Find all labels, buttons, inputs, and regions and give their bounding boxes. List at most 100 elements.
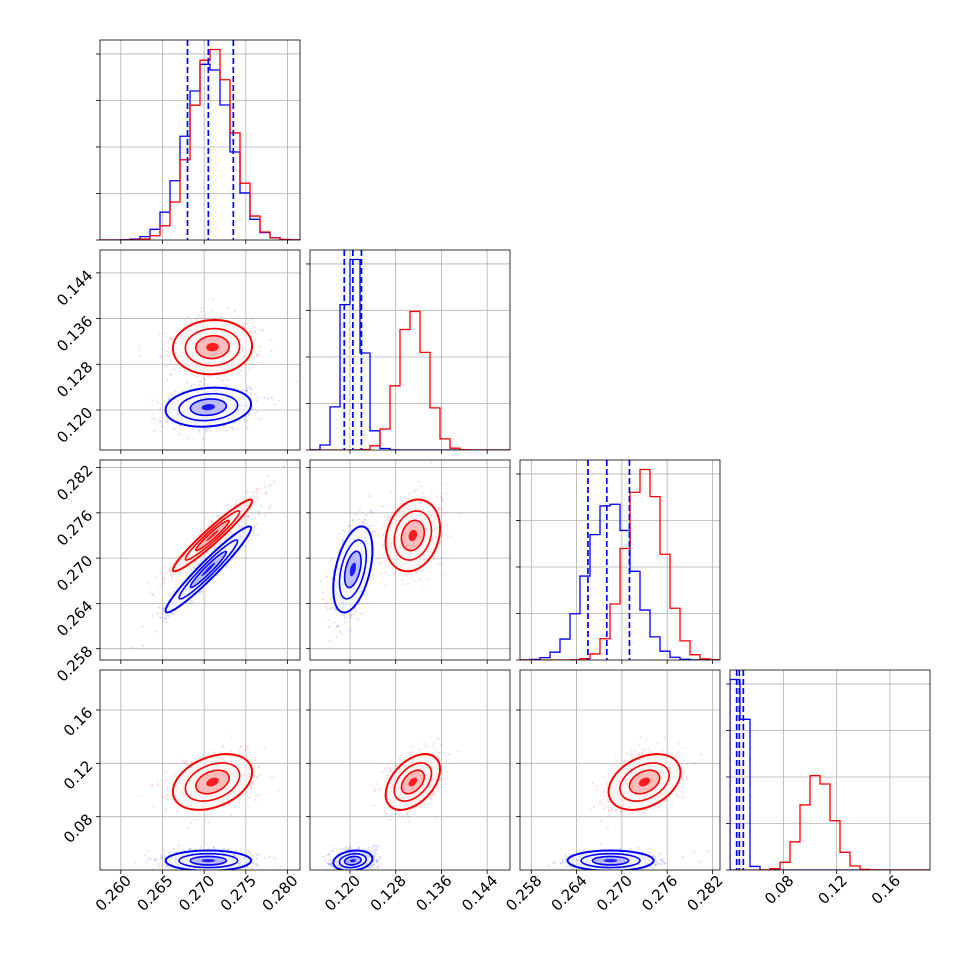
scatter-point [146,873,148,875]
density-fill [190,551,227,588]
scatter-point [357,602,361,605]
scatter-point [400,502,403,505]
scatter-point [432,557,435,561]
scatter-point [161,576,164,580]
scatter-point [349,529,352,532]
scatter-point [353,613,356,616]
scatter-point [259,505,263,508]
scatter-point [258,853,261,856]
scatter-point [351,519,354,522]
scatter-point [260,361,263,364]
contour-series-b [206,529,219,542]
scatter-point [164,421,168,424]
scatter-point [196,563,199,566]
scatter-point [138,355,141,358]
scatter-point [260,328,263,331]
scatter-point [223,425,226,428]
scatter-point [164,617,167,620]
scatter-point [156,400,159,403]
scatter-point [329,607,332,610]
scatter-point [251,861,255,864]
scatter-point [161,607,164,610]
scatter-point [245,389,249,393]
scatter-point [255,488,258,491]
scatter-point [368,495,371,498]
scatter-point [163,616,166,619]
scatter-point [169,572,173,576]
scatter-point [204,378,207,381]
panel-body [130,465,285,649]
scatter-point [253,525,257,528]
scatter-point [195,375,198,378]
scatter-point [206,551,209,554]
scatter-point [178,571,181,574]
scatter-point [219,315,223,319]
scatter-point [358,508,361,512]
scatter-point [170,354,173,357]
scatter-point [189,848,192,851]
scatter-point [191,871,193,873]
scatter-point [277,789,280,792]
scatter-point [255,857,259,860]
scatter-point [246,387,249,390]
scatter-point [169,566,172,569]
scatter-point [196,874,198,876]
scatter-point [171,573,175,576]
scatter-point [384,571,387,574]
scatter-point [162,856,165,860]
histogram-series-b [520,468,720,660]
scatter-point [212,846,215,850]
scatter-point [172,590,176,593]
scatter-point [216,376,219,380]
scatter-point [337,551,340,554]
panel-body [101,734,282,876]
scatter-point [441,499,444,503]
scatter-point [188,565,191,568]
scatter-point [268,506,271,510]
scatter-point [247,514,250,517]
scatter-point [233,309,237,313]
scatter-point [176,363,179,366]
scatter-point [249,331,252,334]
scatter-point [175,556,178,559]
scatter-point [348,524,352,527]
scatter-point [182,759,185,762]
scatter-point [349,629,352,632]
scatter-point [230,530,233,533]
density-fill [190,398,227,416]
scatter-point [446,523,449,526]
scatter-point [251,854,254,857]
scatter-point [226,848,229,851]
scatter-point [251,780,254,784]
scatter-point [264,856,267,859]
scatter-point [253,770,256,773]
scatter-point [183,761,186,764]
scatter-point [362,593,365,597]
scatter-point [418,577,421,581]
scatter-point [146,860,149,863]
scatter-point [326,608,329,611]
scatter-point [335,636,338,639]
scatter-point [269,484,272,487]
scatter-point [167,398,171,401]
scatter-point [252,494,255,498]
y-tick-label: 0.270 [53,552,96,595]
contour-series-a [201,404,216,411]
scatter-point [439,536,442,539]
scatter-point [182,849,185,852]
scatter-point [229,803,232,806]
scatter-point [162,848,165,852]
scatter-point [380,554,383,557]
scatter-point [381,543,384,546]
scatter-point [273,479,276,482]
scatter-point [155,630,158,633]
scatter-point [436,495,439,499]
scatter-point [162,579,166,583]
scatter-point [160,863,164,866]
scatter-point [169,337,172,341]
scatter-point [234,849,238,852]
scatter-point [344,617,347,620]
scatter-point [343,615,346,618]
scatter-point [231,870,233,872]
density-fill [195,335,230,359]
